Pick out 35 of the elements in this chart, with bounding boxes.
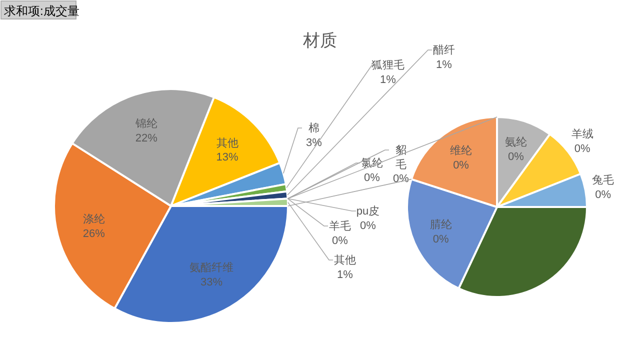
slice-label: 其他 xyxy=(216,136,238,150)
data-label: 26% xyxy=(82,228,106,240)
slice-label: 锦纶 xyxy=(134,118,158,130)
data-label: 33% xyxy=(200,276,223,288)
category-label: 羊毛 xyxy=(329,220,351,233)
data-label: 22% xyxy=(135,132,158,144)
data-label: 13% xyxy=(216,152,238,164)
data-label: 1% xyxy=(436,59,452,71)
text: 0% xyxy=(332,235,348,247)
chart-title: 材质 xyxy=(302,30,337,50)
slice-label: 狐狸毛 xyxy=(372,58,404,72)
slice-label: 醋纤 xyxy=(433,44,455,57)
slice-label: 棉 xyxy=(308,122,320,135)
slice-label: 其他 xyxy=(334,254,356,267)
data-label: 0% xyxy=(453,159,470,172)
slice-label: 羊绒 xyxy=(571,128,594,141)
slice-label: 涤纶 xyxy=(82,213,105,226)
slice-label: 兔毛 xyxy=(592,173,614,186)
data-label: 0% xyxy=(574,142,590,155)
slice-label: 氨纶 xyxy=(504,136,527,148)
text: 0% xyxy=(393,173,409,186)
text: 求和项:成交量 xyxy=(4,4,80,18)
slice-label: 维纶 xyxy=(450,144,472,158)
category-label: pu皮 xyxy=(356,206,380,218)
text: 0% xyxy=(364,172,380,184)
slice-label: 腈纶 xyxy=(430,219,452,232)
data-label: 3% xyxy=(306,137,322,149)
data-label: 0% xyxy=(432,233,449,246)
slice-label: 氨酯纤维 xyxy=(190,261,234,274)
data-label: 1% xyxy=(337,269,354,281)
category-label: 貂毛 xyxy=(396,144,406,171)
data-label: 0% xyxy=(508,150,524,163)
text: 0% xyxy=(360,220,376,232)
data-label: 1% xyxy=(380,74,396,86)
data-label: 0% xyxy=(595,188,612,201)
